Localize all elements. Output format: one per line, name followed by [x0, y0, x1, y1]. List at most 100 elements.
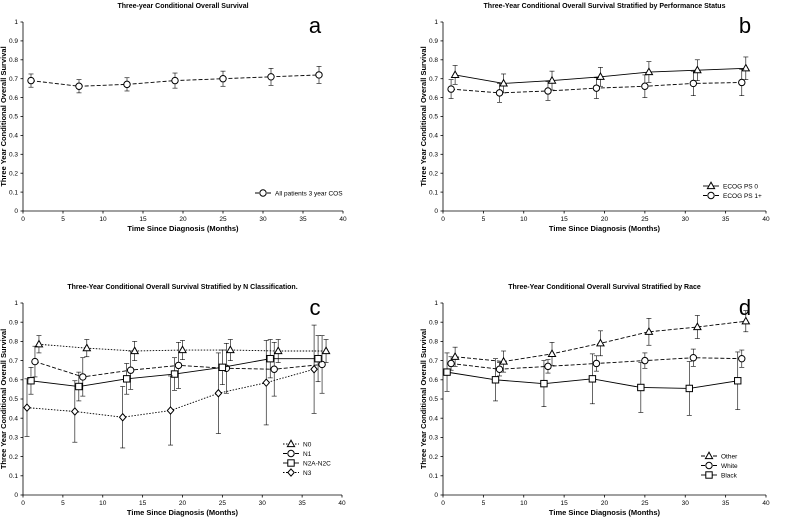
- data-point: [31, 357, 39, 366]
- y-axis-label: Three Year Conditional Overall Survival: [0, 46, 8, 186]
- legend-marker: [259, 189, 267, 197]
- data-point: [126, 366, 135, 374]
- y-tick-label: 0.8: [429, 339, 438, 346]
- data-point: [547, 349, 557, 357]
- x-tick-label: 0: [21, 216, 25, 223]
- data-point: [741, 63, 751, 72]
- y-tick-label: 0: [434, 208, 438, 215]
- y-tick-label: 0.5: [9, 396, 18, 403]
- data-point: [596, 338, 605, 347]
- x-tick-label: 15: [561, 216, 569, 223]
- x-tick-label: 25: [641, 216, 649, 223]
- panel-b: Three-Year Conditional Overall Survival …: [419, 3, 770, 233]
- y-tick-label: 0.1: [429, 473, 438, 480]
- data-point: [225, 345, 235, 354]
- y-tick-label: 0.5: [429, 396, 438, 403]
- y-tick-label: 0.3: [9, 435, 18, 442]
- data-point: [741, 316, 751, 325]
- y-tick-label: 0.2: [429, 454, 438, 461]
- legend-marker: [706, 181, 716, 190]
- y-tick-label: 0.3: [429, 152, 438, 159]
- legend-label: N2A-N2C: [303, 460, 331, 467]
- y-tick-label: 0.9: [429, 319, 438, 326]
- y-tick-label: 0.5: [429, 114, 438, 121]
- data-point: [592, 84, 601, 92]
- legend-label: ECOG PS 0: [723, 183, 758, 190]
- data-point: [82, 343, 92, 352]
- data-point: [219, 75, 227, 83]
- data-point: [118, 412, 127, 422]
- data-point: [174, 361, 183, 370]
- data-point: [637, 383, 645, 392]
- data-point: [122, 375, 131, 383]
- data-point: [495, 365, 504, 373]
- x-tick-label: 10: [99, 500, 107, 507]
- chart-title: Three-year Conditional Overall Survival: [117, 3, 248, 10]
- data-point: [166, 406, 175, 415]
- data-point: [544, 362, 552, 371]
- data-point: [266, 354, 274, 363]
- legend-marker: [707, 191, 715, 200]
- data-point: [592, 359, 601, 368]
- y-tick-label: 0.1: [9, 473, 18, 480]
- data-point: [644, 326, 654, 335]
- x-tick-label: 25: [219, 500, 227, 507]
- data-point: [499, 78, 509, 87]
- data-point: [75, 82, 83, 90]
- data-point: [310, 364, 318, 374]
- series-other: [450, 310, 751, 373]
- legend-marker: [705, 461, 713, 470]
- y-tick-label: 0.2: [9, 170, 18, 177]
- y-axis-label: Three Year Conditional Overall Survival: [419, 46, 428, 186]
- y-tick-label: 0.8: [429, 57, 438, 64]
- y-tick-label: 0.6: [9, 95, 18, 102]
- data-point: [27, 76, 35, 85]
- data-point: [644, 67, 654, 76]
- data-point: [123, 80, 131, 89]
- y-tick-label: 0.6: [429, 377, 438, 384]
- chart-title: Three-Year Conditional Overall Survival …: [484, 3, 726, 10]
- data-point: [689, 79, 698, 88]
- y-tick-label: 0.4: [429, 415, 438, 422]
- data-point: [450, 351, 460, 360]
- x-tick-label: 30: [682, 216, 690, 223]
- data-point: [321, 346, 331, 355]
- data-point: [270, 365, 278, 373]
- y-tick-label: 0.9: [429, 38, 438, 45]
- y-tick-label: 0.8: [9, 57, 18, 64]
- legend-label: N0: [303, 441, 312, 448]
- series-white: [447, 348, 746, 377]
- data-point: [130, 346, 140, 355]
- y-tick-label: 0.3: [429, 435, 438, 442]
- y-tick-label: 0.4: [429, 133, 438, 140]
- data-point: [75, 382, 83, 391]
- data-point: [738, 78, 746, 87]
- series-black: [443, 351, 742, 416]
- data-point: [314, 354, 322, 363]
- x-tick-label: 20: [179, 500, 187, 507]
- data-point: [692, 65, 702, 74]
- x-tick-label: 35: [299, 216, 307, 223]
- data-point: [641, 82, 649, 90]
- y-tick-label: 0.2: [9, 454, 18, 461]
- x-tick-label: 30: [682, 500, 690, 507]
- x-axis-label: Time Since Diagnosis (Months): [549, 508, 661, 517]
- x-tick-label: 5: [61, 500, 65, 507]
- legend: ECOG PS 0 ECOG PS 1+: [703, 181, 762, 200]
- x-axis-label: Time Since Diagnosis (Months): [127, 224, 239, 233]
- data-point: [641, 356, 649, 365]
- x-axis-label: Time Since Diagnosis (Months): [549, 224, 661, 233]
- data-point: [178, 345, 187, 354]
- legend-label: N3: [303, 470, 312, 477]
- chart-title: Three-Year Conditional Overall Survival …: [67, 284, 297, 291]
- y-tick-label: 0.1: [9, 189, 18, 196]
- data-point: [450, 70, 460, 79]
- data-point: [738, 354, 746, 363]
- y-axis-label: Three Year Conditional Overall Survival: [419, 329, 428, 469]
- x-tick-label: 20: [601, 500, 609, 507]
- y-tick-label: 1: [434, 300, 438, 307]
- legend: All patients 3 year COS: [255, 189, 343, 197]
- data-point: [447, 359, 455, 368]
- data-point: [267, 73, 275, 81]
- y-tick-label: 1: [14, 300, 18, 307]
